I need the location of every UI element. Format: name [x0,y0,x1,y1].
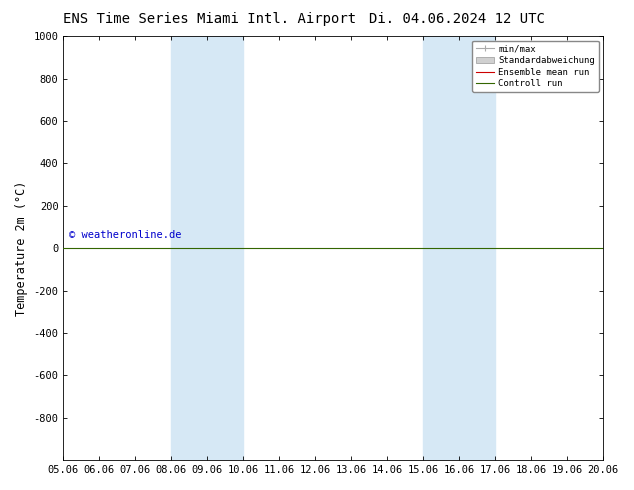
Bar [424,36,495,460]
Bar [171,36,243,460]
Text: ENS Time Series Miami Intl. Airport: ENS Time Series Miami Intl. Airport [63,12,356,26]
Text: Di. 04.06.2024 12 UTC: Di. 04.06.2024 12 UTC [368,12,545,26]
Legend: min/max, Standardabweichung, Ensemble mean run, Controll run: min/max, Standardabweichung, Ensemble me… [472,41,599,92]
Y-axis label: Temperature 2m (°C): Temperature 2m (°C) [15,180,28,316]
Text: © weatheronline.de: © weatheronline.de [69,230,181,240]
